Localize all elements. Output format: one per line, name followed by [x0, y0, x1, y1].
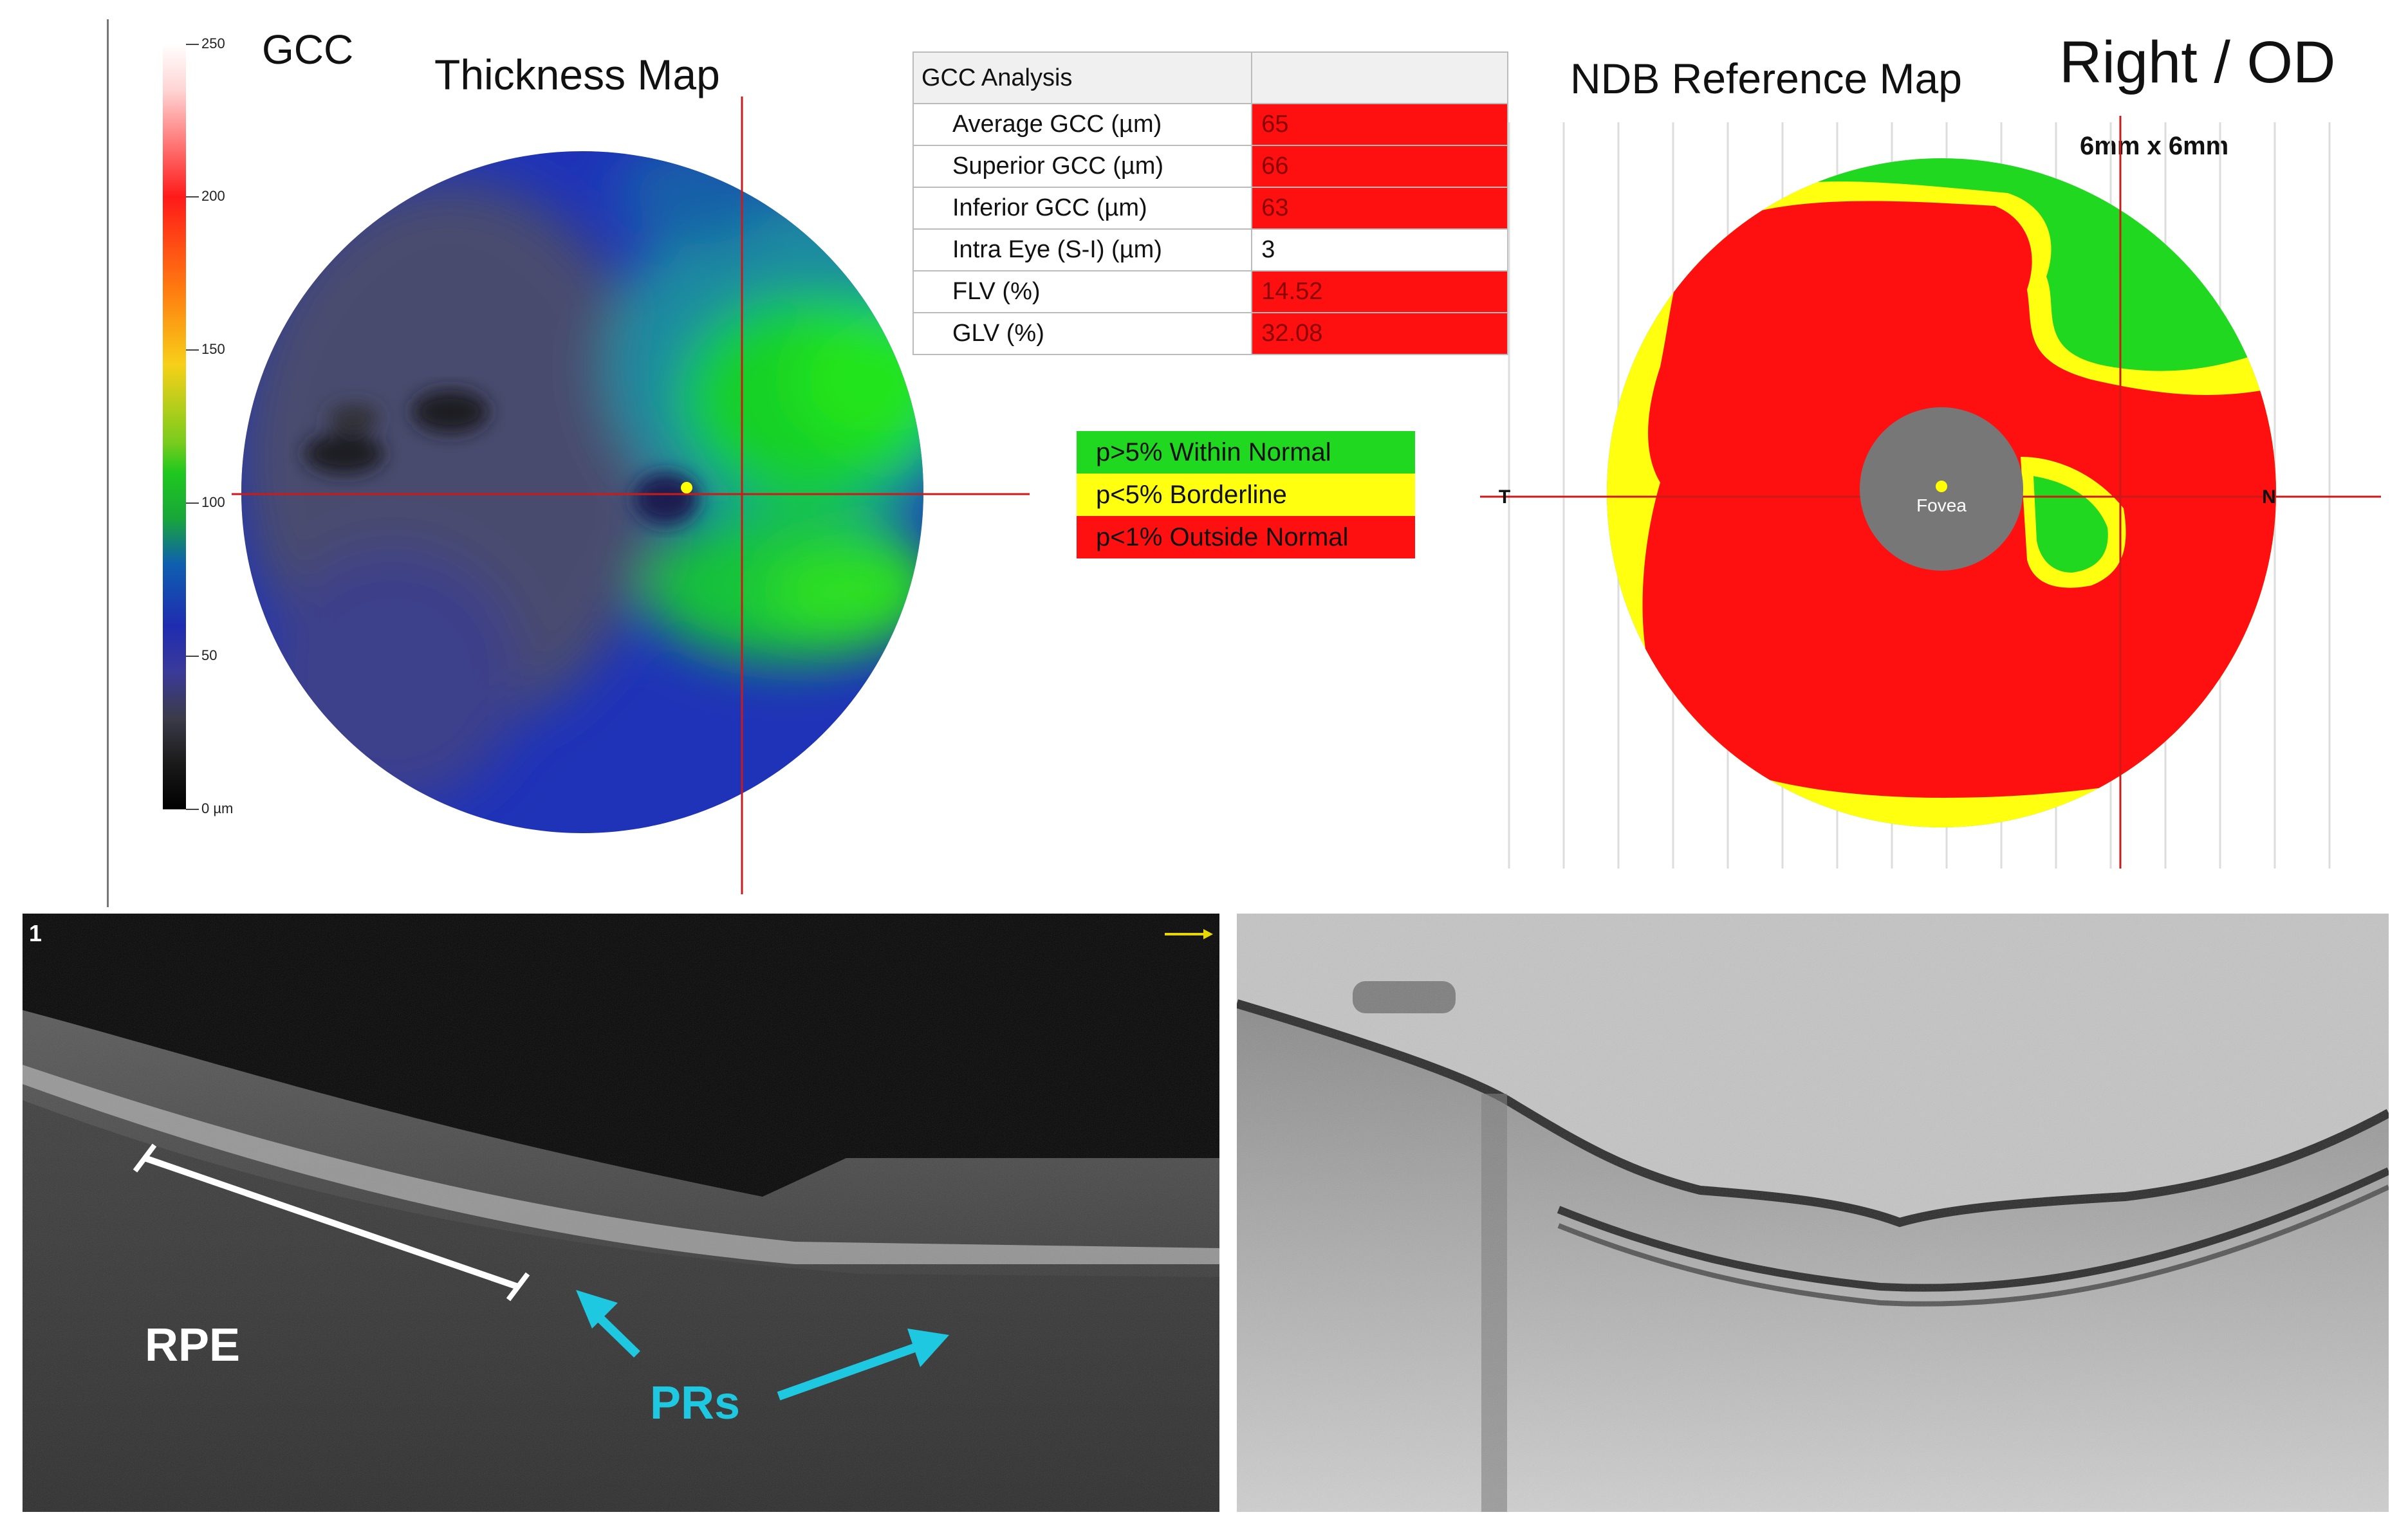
prs-arrow-right: [777, 1340, 925, 1401]
prs-arrow-left-head: [576, 1290, 618, 1329]
table-row: Intra Eye (S-I) (µm) 3: [912, 228, 1508, 272]
table-row: Superior GCC (µm) 66: [912, 145, 1508, 188]
scale-tick: [186, 349, 199, 351]
thickness-color-scale: [163, 44, 186, 809]
legend-within-normal: p>5% Within Normal: [1077, 431, 1415, 474]
panel-divider: [107, 19, 109, 907]
scale-tick: [186, 44, 199, 45]
row-label: Inferior GCC (µm): [912, 187, 1253, 230]
prs-arrow-right-head: [907, 1329, 949, 1367]
rpe-bracket: [144, 1155, 519, 1290]
table-header-blank: [1251, 51, 1508, 104]
scan-direction-arrow-head: [1203, 929, 1213, 939]
row-label: Average GCC (µm): [912, 103, 1253, 146]
row-label: Superior GCC (µm): [912, 145, 1253, 188]
legend-outside-normal: p<1% Outside Normal: [1077, 516, 1415, 558]
scale-tick-label: 250: [201, 35, 225, 51]
scale-tick-label: 200: [201, 188, 225, 204]
table-row: GLV (%) 32.08: [912, 312, 1508, 355]
eye-side-label: Right / OD: [2059, 30, 2336, 95]
scale-tick: [186, 809, 199, 810]
legend-borderline: p<5% Borderline: [1077, 474, 1415, 516]
fovea-marker: [681, 482, 692, 493]
table-row: Average GCC (µm) 65: [912, 103, 1508, 146]
rpe-label: RPE: [145, 1320, 241, 1371]
prs-label: PRs: [650, 1377, 741, 1429]
table-row: Inferior GCC (µm) 63: [912, 187, 1508, 230]
scan-size-label: 6mm x 6mm: [2080, 132, 2229, 160]
row-label: GLV (%): [912, 312, 1253, 355]
row-label: FLV (%): [912, 270, 1253, 313]
row-value: 14.52: [1251, 270, 1508, 313]
gcc-analysis-table: GCC Analysis Average GCC (µm) 65 Superio…: [912, 51, 1508, 355]
table-header: GCC Analysis: [912, 51, 1253, 104]
scale-tick: [186, 196, 199, 198]
gcc-label: GCC: [262, 26, 354, 73]
oct-bscan-annotated: 1 RPE PRs: [23, 914, 1219, 1512]
row-value: 63: [1251, 187, 1508, 230]
row-value: 66: [1251, 145, 1508, 188]
row-label: Intra Eye (S-I) (µm): [912, 228, 1253, 272]
thickness-map: [232, 97, 1030, 894]
table-header-row: GCC Analysis: [912, 51, 1508, 104]
nasal-label: N: [2262, 486, 2276, 508]
rpe-bracket-end: [133, 1143, 157, 1173]
fovea-marker: [1936, 481, 1947, 492]
oct-bscan-image: [23, 914, 1219, 1512]
scale-tick: [186, 502, 199, 504]
scale-tick-label: 50: [201, 647, 218, 663]
oct-bscan-gray-image: [1237, 914, 2389, 1512]
rpe-bracket-end: [506, 1272, 530, 1302]
fovea-label: Fovea: [1916, 495, 1967, 515]
oct-bscan-grayscale: [1237, 914, 2389, 1512]
scale-tick-label: 150: [201, 341, 225, 357]
ndb-reference-map: Fovea T N: [1480, 116, 2381, 869]
scale-tick-label: 100: [201, 494, 225, 510]
scale-tick-label: 0 µm: [201, 800, 234, 816]
table-row: FLV (%) 14.52: [912, 270, 1508, 313]
row-value: 3: [1251, 228, 1508, 272]
row-value: 65: [1251, 103, 1508, 146]
row-value: 32.08: [1251, 312, 1508, 355]
thickness-map-title: Thickness Map: [434, 51, 720, 98]
frame-number: 1: [29, 920, 42, 946]
temporal-label: T: [1499, 486, 1510, 508]
scale-tick: [186, 656, 199, 657]
ndb-map-title: NDB Reference Map: [1570, 55, 1962, 102]
significance-legend: p>5% Within Normal p<5% Borderline p<1% …: [1077, 431, 1415, 558]
